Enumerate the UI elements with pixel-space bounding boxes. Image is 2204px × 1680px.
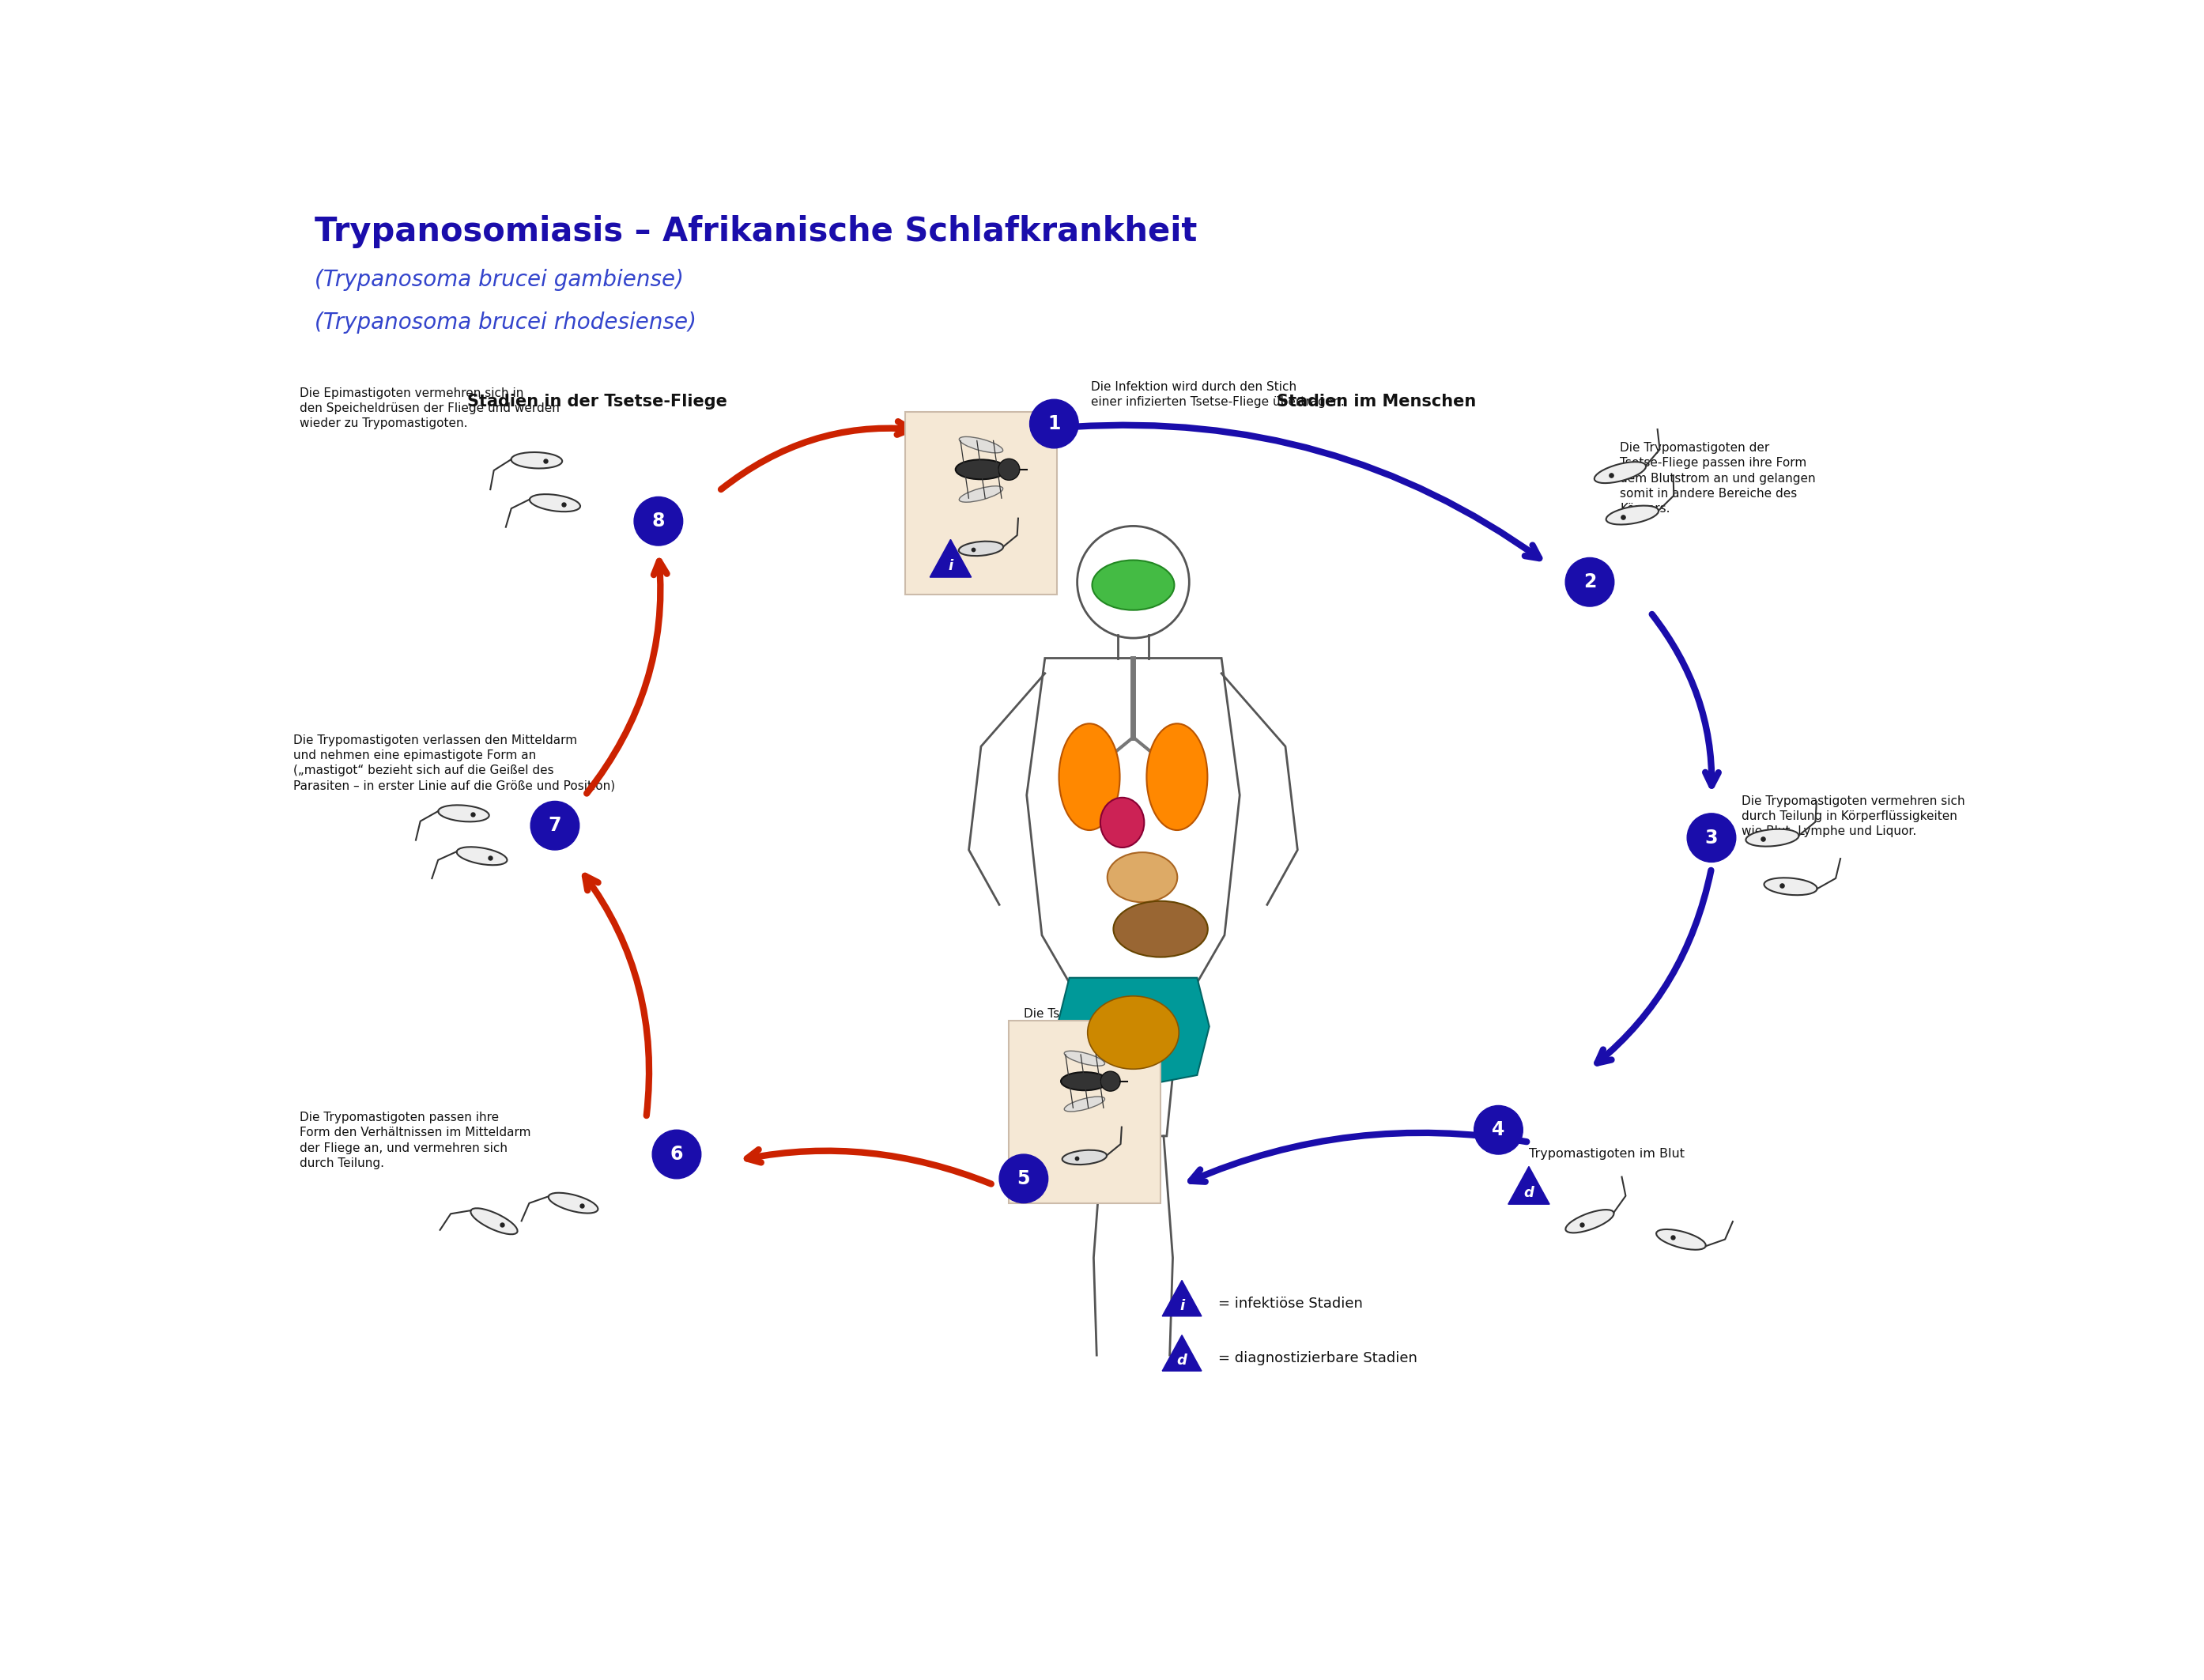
Ellipse shape bbox=[1763, 877, 1816, 895]
Text: i: i bbox=[1179, 1299, 1184, 1312]
Ellipse shape bbox=[1062, 1151, 1106, 1164]
Text: = diagnostizierbare Stadien: = diagnostizierbare Stadien bbox=[1219, 1351, 1417, 1366]
Polygon shape bbox=[1162, 1280, 1201, 1315]
Ellipse shape bbox=[959, 541, 1003, 556]
Text: Trypanosomiasis – Afrikanische Schlafkrankheit: Trypanosomiasis – Afrikanische Schlafkra… bbox=[315, 215, 1197, 249]
Ellipse shape bbox=[1060, 1072, 1109, 1090]
Text: Die Trypomastigoten der
Tsetse-Fliege passen ihre Form
dem Blutstrom an und gela: Die Trypomastigoten der Tsetse-Fliege pa… bbox=[1620, 442, 1816, 514]
Text: Trypomastigoten im Blut: Trypomastigoten im Blut bbox=[1530, 1147, 1684, 1161]
Text: 8: 8 bbox=[652, 512, 666, 531]
Ellipse shape bbox=[1065, 1052, 1104, 1065]
Circle shape bbox=[1565, 558, 1613, 606]
Circle shape bbox=[635, 497, 683, 546]
Ellipse shape bbox=[1607, 506, 1660, 524]
Text: Stadien im Menschen: Stadien im Menschen bbox=[1276, 393, 1477, 410]
Text: 5: 5 bbox=[1016, 1169, 1029, 1188]
Ellipse shape bbox=[1593, 462, 1646, 484]
Ellipse shape bbox=[959, 437, 1003, 454]
Text: Stadien in der Tsetse-Fliege: Stadien in der Tsetse-Fliege bbox=[467, 393, 727, 410]
FancyBboxPatch shape bbox=[906, 412, 1058, 595]
Text: 4: 4 bbox=[1492, 1121, 1505, 1139]
Polygon shape bbox=[1508, 1166, 1549, 1205]
Ellipse shape bbox=[1106, 852, 1177, 902]
Ellipse shape bbox=[1746, 830, 1798, 847]
Circle shape bbox=[1029, 400, 1078, 449]
Ellipse shape bbox=[1655, 1230, 1706, 1250]
Ellipse shape bbox=[1100, 798, 1144, 847]
Text: Die Tsetse-Fliege saugt
Blut, das Trypomastigoten
enthält.: Die Tsetse-Fliege saugt Blut, das Trypom… bbox=[1023, 1008, 1181, 1050]
Text: Die Trypomastigoten passen ihre
Form den Verhältnissen im Mitteldarm
der Fliege : Die Trypomastigoten passen ihre Form den… bbox=[300, 1112, 531, 1169]
Text: (Trypanosoma brucei rhodesiense): (Trypanosoma brucei rhodesiense) bbox=[315, 311, 696, 333]
Circle shape bbox=[652, 1131, 701, 1179]
Ellipse shape bbox=[511, 452, 562, 469]
Ellipse shape bbox=[959, 486, 1003, 502]
Polygon shape bbox=[930, 539, 972, 578]
Polygon shape bbox=[1162, 1336, 1201, 1371]
Ellipse shape bbox=[1093, 559, 1175, 610]
Circle shape bbox=[1686, 813, 1737, 862]
Text: = infektiöse Stadien: = infektiöse Stadien bbox=[1219, 1297, 1362, 1310]
Circle shape bbox=[998, 459, 1020, 480]
Polygon shape bbox=[1058, 978, 1210, 1087]
Text: Die Trypomastigoten vermehren sich
durch Teilung in Körperflüssigkeiten
wie Blut: Die Trypomastigoten vermehren sich durch… bbox=[1741, 795, 1966, 837]
Text: Die Epimastigoten vermehren sich in
den Speicheldrüsen der Fliege und werden
wie: Die Epimastigoten vermehren sich in den … bbox=[300, 388, 560, 430]
Text: 2: 2 bbox=[1582, 573, 1596, 591]
Ellipse shape bbox=[1565, 1210, 1613, 1233]
Circle shape bbox=[998, 1154, 1047, 1203]
Text: Die Infektion wird durch den Stich
einer infizierten Tsetse-Fliege übertragen.: Die Infektion wird durch den Stich einer… bbox=[1091, 381, 1344, 408]
Text: 7: 7 bbox=[549, 816, 562, 835]
Ellipse shape bbox=[1058, 724, 1120, 830]
Text: 3: 3 bbox=[1706, 828, 1717, 847]
Circle shape bbox=[1100, 1072, 1120, 1090]
Text: (Trypanosoma brucei gambiense): (Trypanosoma brucei gambiense) bbox=[315, 269, 683, 291]
Circle shape bbox=[1474, 1105, 1523, 1154]
Ellipse shape bbox=[1113, 900, 1208, 958]
Ellipse shape bbox=[957, 460, 1007, 479]
Text: 1: 1 bbox=[1047, 415, 1060, 433]
Ellipse shape bbox=[1087, 996, 1179, 1068]
Text: Die Trypomastigoten verlassen den Mitteldarm
und nehmen eine epimastigote Form a: Die Trypomastigoten verlassen den Mittel… bbox=[293, 734, 615, 791]
Text: i: i bbox=[948, 559, 952, 573]
Ellipse shape bbox=[1065, 1097, 1104, 1112]
Ellipse shape bbox=[529, 494, 580, 512]
Ellipse shape bbox=[456, 847, 507, 865]
Text: d: d bbox=[1177, 1354, 1188, 1368]
Ellipse shape bbox=[1146, 724, 1208, 830]
Text: 6: 6 bbox=[670, 1144, 683, 1164]
FancyBboxPatch shape bbox=[1009, 1020, 1162, 1203]
Text: d: d bbox=[1523, 1186, 1534, 1201]
Ellipse shape bbox=[439, 805, 489, 822]
Ellipse shape bbox=[472, 1208, 518, 1235]
Ellipse shape bbox=[549, 1193, 597, 1213]
Circle shape bbox=[531, 801, 580, 850]
